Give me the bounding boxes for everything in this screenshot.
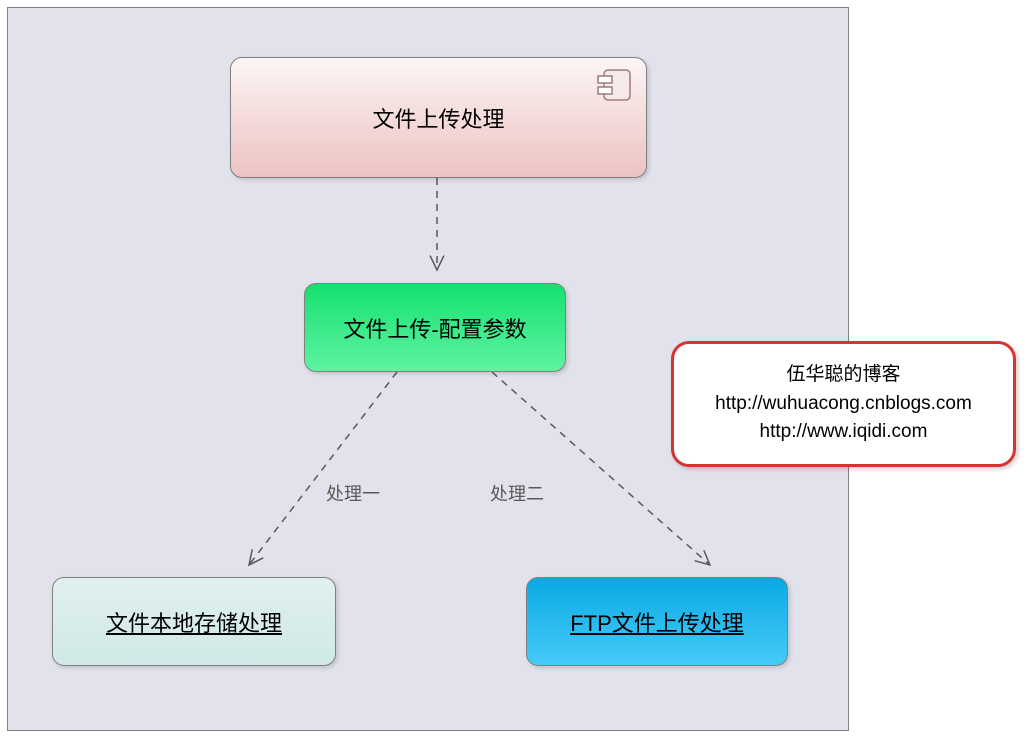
callout-url-2: http://www.iqidi.com — [674, 418, 1013, 447]
node-ftp-upload: FTP文件上传处理 — [526, 577, 788, 666]
author-callout: 伍华聪的博客 http://wuhuacong.cnblogs.com http… — [671, 341, 1016, 467]
node-config-params: 文件上传-配置参数 — [304, 283, 566, 372]
edge-label-two: 处理二 — [490, 480, 544, 506]
node-label: 文件上传-配置参数 — [343, 312, 526, 344]
node-label: 文件本地存储处理 — [106, 606, 282, 638]
node-local-storage: 文件本地存储处理 — [52, 577, 336, 666]
callout-url-1: http://wuhuacong.cnblogs.com — [674, 390, 1013, 419]
node-file-upload-component: 文件上传处理 — [230, 57, 647, 178]
callout-title: 伍华聪的博客 — [674, 361, 1013, 390]
node-label: FTP文件上传处理 — [570, 606, 744, 638]
node-label: 文件上传处理 — [372, 102, 504, 134]
edge-label-text: 处理一 — [326, 484, 380, 504]
component-icon — [596, 68, 634, 108]
edge-label-one: 处理一 — [326, 480, 380, 506]
edge-label-text: 处理二 — [490, 484, 544, 504]
